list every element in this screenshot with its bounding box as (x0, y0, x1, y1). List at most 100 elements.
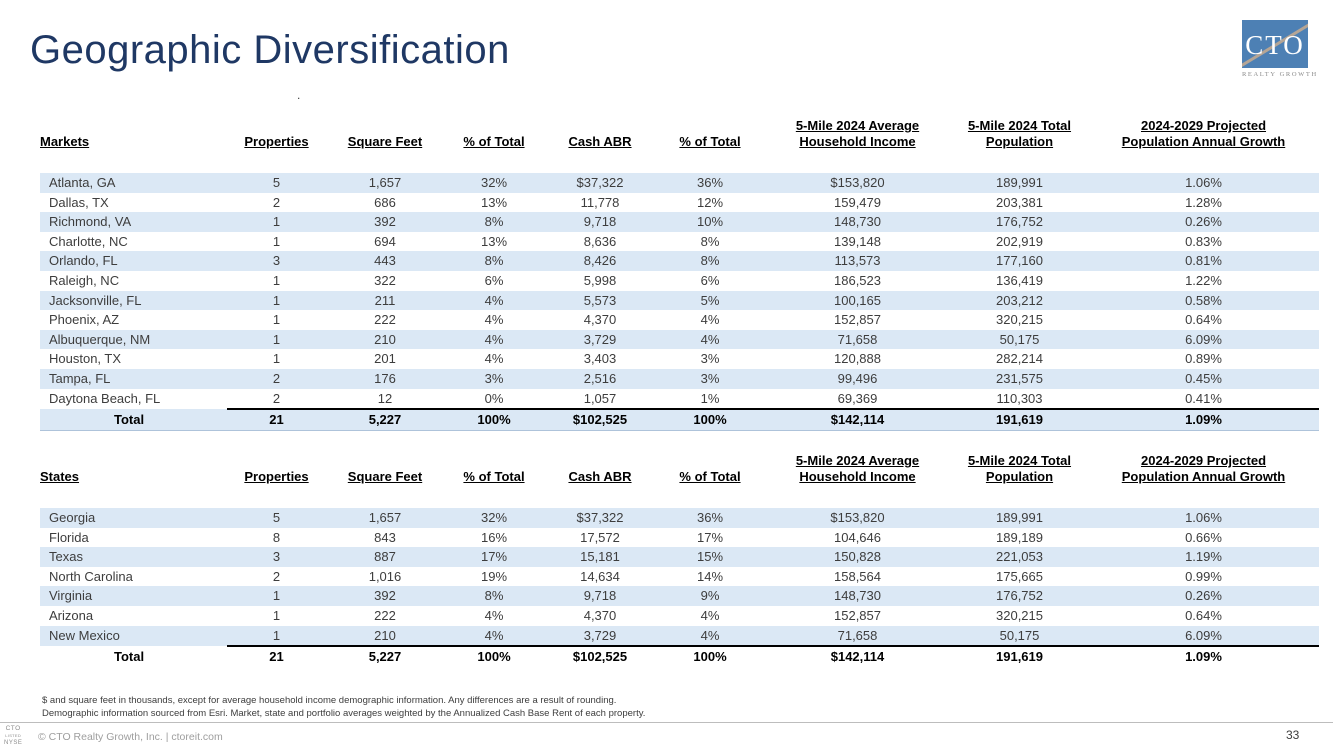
table-row: Tampa, FL 2 176 3% 2,516 3% 99,496 231,575 0.45% (40, 368, 1319, 389)
table-cell: 0.89% (1185, 351, 1222, 367)
table-cell: 15,181 (544, 547, 656, 567)
table-cell: 222 (374, 312, 396, 328)
table-cell: 222 (374, 607, 396, 623)
table-cell: 152,857 (834, 312, 881, 328)
table-cell: 100,165 (764, 290, 951, 311)
table-cell: 3% (444, 368, 544, 389)
table-cell: 9,718 (544, 212, 656, 232)
table-row: Virginia 1 392 8% 9,718 9% 148,730 176,752 0.26% (40, 586, 1319, 606)
header-gap (40, 486, 1319, 508)
table-cell: 392 (326, 586, 444, 606)
table-cell: Jacksonville, FL (40, 290, 227, 311)
table-cell: 887 (326, 547, 444, 567)
table-cell: 6.09% (1088, 625, 1319, 647)
nyse-badge-cto: CTO (5, 725, 21, 732)
table-cell: 6% (484, 272, 504, 288)
table-cell: 11,778 (580, 194, 620, 210)
table-cell: 36% (656, 173, 764, 193)
table-row: Phoenix, AZ 1 222 4% 4,370 4% 152,857 320,215 0.… (40, 310, 1319, 330)
table-row: Houston, TX 1 201 4% 3,403 3% 120,888 282,214 0.… (40, 349, 1319, 369)
total-cell: Total (114, 648, 145, 664)
column-header: % of Total (679, 469, 741, 484)
table-cell: 1 (272, 351, 281, 367)
table-cell: $153,820 (764, 508, 951, 528)
table-cell: 1 (272, 312, 281, 328)
total-cell: 21 (227, 408, 326, 431)
table-cell: 210 (326, 329, 444, 350)
total-cell: 100% (444, 645, 544, 667)
table-row: Atlanta, GA 5 1,657 32% $37,322 36% $153,820 18… (40, 173, 1319, 193)
table-cell: 392 (326, 212, 444, 232)
table-cell: 221,053 (951, 547, 1088, 567)
table-cell: 5% (656, 290, 764, 311)
page-title: Geographic Diversification (30, 28, 510, 72)
table-cell: 4% (484, 312, 504, 328)
table-cell: New Mexico (40, 625, 227, 647)
table-cell: 4% (484, 607, 504, 623)
table-cell: $37,322 (544, 508, 656, 528)
total-cell: 5,227 (326, 408, 444, 431)
footnotes: $ and square feet in thousands, except f… (42, 694, 645, 720)
column-header: Square Feet (347, 469, 423, 484)
table-row: Florida 8 843 16% 17,572 17% 104,646 189,189 0.6… (40, 528, 1319, 548)
table-cell: 1,057 (583, 390, 617, 406)
table-cell: 1 (227, 329, 326, 350)
table-cell: 152,857 (834, 607, 881, 623)
table-cell: 32% (444, 508, 544, 528)
column-header: 5-Mile 2024 Total Population (967, 118, 1072, 149)
column-header: Properties (244, 134, 309, 149)
table-cell: 203,381 (996, 194, 1043, 210)
cto-logo-tagline: REALTY GROWTH (1242, 71, 1318, 78)
table-cell: 8% (444, 251, 544, 271)
table-cell: Dallas, TX (49, 194, 109, 210)
table-row: Jacksonville, FL 1 211 4% 5,573 5% 100,165 203,… (40, 290, 1319, 311)
table-cell: Houston, TX (49, 351, 122, 367)
column-header: 5-Mile 2024 Total Population (967, 453, 1072, 484)
table-cell: 686 (374, 194, 396, 210)
table-cell: 5,573 (544, 290, 656, 311)
table-cell: 189,991 (951, 508, 1088, 528)
table-cell: 120,888 (834, 351, 881, 367)
table-cell: 189,991 (951, 173, 1088, 193)
table-cell: Raleigh, NC (49, 272, 120, 288)
column-header: % of Total (463, 134, 525, 149)
total-cell: 100% (656, 645, 764, 667)
table-cell: Georgia (40, 508, 227, 528)
table-cell: 320,215 (996, 607, 1043, 623)
header-gap-cell (40, 486, 1319, 508)
column-header: 2024-2029 Projected Population Annual Gr… (1121, 453, 1286, 484)
table-cell: Arizona (49, 607, 94, 623)
nyse-badge-nyse: NYSE (4, 739, 23, 746)
table-cell: 3,403 (583, 351, 617, 367)
table-cell: 8% (700, 233, 720, 249)
total-row: Total 21 5,227 100% $102,525 100% $142,114 191,… (40, 408, 1319, 431)
table-row: Arizona 1 222 4% 4,370 4% 152,857 320,215 0.64% (40, 606, 1319, 626)
table-cell: 186,523 (834, 272, 881, 288)
table-cell: 4% (444, 625, 544, 647)
total-cell: Total (40, 409, 227, 431)
table-cell: 0% (484, 390, 504, 406)
table-cell: 177,160 (951, 251, 1088, 271)
table-row: Texas 3 887 17% 15,181 15% 150,828 221,053 1.19% (40, 547, 1319, 567)
table-cell: 176,752 (951, 212, 1088, 232)
table-cell: 14,634 (580, 568, 620, 584)
table-cell: 113,573 (764, 251, 951, 271)
table-cell: 1.22% (1185, 272, 1222, 288)
table-header: Markets Properties Square Feet % of Total Ca… (40, 113, 1319, 151)
page-number: 33 (1286, 728, 1300, 742)
table-cell: 15% (656, 547, 764, 567)
table-cell: 50,175 (951, 329, 1088, 350)
table-cell: 1 (227, 212, 326, 232)
table-cell: 4% (700, 607, 720, 623)
table-cell: 50,175 (951, 625, 1088, 647)
total-cell: 1.09% (1088, 408, 1319, 431)
table-cell: 843 (374, 529, 396, 545)
table-cell: 32% (444, 173, 544, 193)
table-cell: 0.99% (1185, 568, 1222, 584)
table-cell: $153,820 (764, 173, 951, 193)
table-cell: 203,212 (951, 290, 1088, 311)
column-header: % of Total (463, 469, 525, 484)
table-cell: 14% (696, 568, 724, 584)
table-cell: 1% (700, 390, 720, 406)
table-cell: Virginia (40, 586, 227, 606)
